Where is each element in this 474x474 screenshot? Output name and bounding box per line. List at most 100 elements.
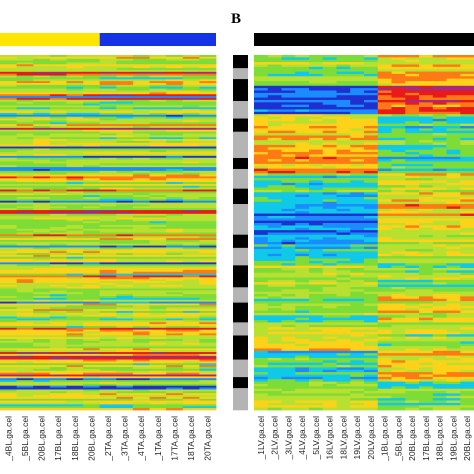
heatmap-cell: [132, 309, 150, 312]
heatmap-cell: [281, 220, 296, 224]
heatmap-cell: [446, 317, 461, 321]
heatmap-cell: [295, 90, 310, 94]
heatmap-cell: [49, 396, 67, 400]
heatmap-cell: [281, 59, 296, 63]
heatmap-cell: [33, 389, 51, 392]
heatmap-cell: [199, 236, 217, 239]
heatmap-cell: [99, 325, 117, 329]
heatmap-cell: [0, 241, 18, 245]
heatmap-cell: [99, 189, 117, 192]
heatmap-cell: [295, 64, 310, 68]
heatmap-cell: [405, 357, 420, 361]
heatmap-cell: [322, 365, 337, 368]
heatmap-cell: [446, 265, 461, 269]
heatmap-cell: [16, 75, 34, 78]
heatmap-cell: [182, 223, 200, 226]
heatmap-cell: [16, 55, 34, 58]
heatmap-cell: [295, 367, 310, 371]
heatmap-cell: [116, 327, 134, 331]
heatmap-cell: [281, 329, 296, 333]
heatmap-cell: [267, 369, 282, 373]
heatmap-cell: [199, 327, 217, 331]
heatmap-cell: [309, 398, 324, 401]
heatmap-cell: [166, 101, 184, 104]
heatmap-cell: [166, 383, 184, 387]
heatmap-cell: [16, 389, 34, 392]
heatmap-cell: [49, 178, 67, 181]
heatmap-cell: [0, 183, 18, 187]
heatmap-cell: [99, 101, 117, 104]
heatmap-cell: [182, 327, 200, 331]
heatmap-cell: [83, 75, 101, 78]
heatmap-cell: [322, 64, 337, 68]
heatmap-cell: [309, 277, 324, 281]
heatmap-cell: [309, 102, 324, 106]
heatmap-cell: [149, 170, 167, 174]
heatmap-cell: [405, 121, 420, 125]
heatmap-cell: [132, 109, 150, 112]
heatmap-cell: [16, 342, 34, 346]
heatmap-cell: [460, 360, 474, 364]
heatmap-cell: [336, 178, 351, 181]
heatmap-cell: [16, 251, 34, 254]
heatmap-cell: [166, 174, 184, 177]
heatmap-cell: [295, 180, 310, 184]
heatmap-cell: [460, 237, 474, 240]
heatmap-cell: [460, 253, 474, 257]
heatmap-cell: [0, 325, 18, 329]
heatmap-cell: [116, 331, 134, 334]
heatmap-cell: [83, 331, 101, 334]
heatmap-cell: [199, 64, 217, 67]
heatmap-cell: [419, 180, 434, 184]
heatmap-cell: [350, 296, 365, 300]
heatmap-cell: [267, 85, 282, 89]
heatmap-cell: [350, 55, 365, 58]
heatmap-cell: [182, 395, 200, 398]
heatmap-cell: [182, 310, 200, 314]
heatmap-cell: [0, 189, 18, 192]
heatmap-cell: [405, 388, 420, 392]
heatmap-cell: [0, 236, 18, 239]
heatmap-cell: [350, 372, 365, 375]
heatmap-cell: [405, 137, 420, 141]
heatmap-cell: [391, 372, 406, 375]
heatmap-cell: [336, 350, 351, 354]
heatmap-cell: [33, 292, 51, 295]
heatmap-cell: [66, 299, 84, 303]
heatmap-cell: [16, 215, 34, 218]
heatmap-cell: [281, 168, 296, 172]
heatmap-cell: [405, 284, 420, 288]
heatmap-cell: [267, 213, 282, 217]
heatmap-cell: [281, 407, 296, 411]
heatmap-cell: [391, 343, 406, 347]
heatmap-cell: [460, 88, 474, 91]
heatmap-cell: [33, 335, 51, 338]
heatmap-cell: [295, 95, 310, 98]
heatmap-cell: [405, 301, 420, 304]
heatmap-cell: [49, 101, 67, 104]
heatmap-cell: [309, 383, 324, 387]
heatmap-cell: [49, 398, 67, 402]
heatmap-cell: [295, 142, 310, 146]
heatmap-cell: [16, 404, 34, 407]
heatmap-cell: [132, 68, 150, 71]
heatmap-cell: [405, 123, 420, 127]
heatmap-cell: [99, 225, 117, 228]
heatmap-cell: [66, 60, 84, 63]
heatmap-cell: [281, 277, 296, 281]
heatmap-cell: [391, 232, 406, 236]
heatmap-cell: [166, 262, 184, 265]
heatmap-cell: [99, 249, 117, 252]
heatmap-cell: [350, 348, 365, 352]
heatmap-cell: [322, 55, 337, 58]
heatmap-cell: [405, 201, 420, 205]
heatmap-cell: [149, 77, 167, 80]
heatmap-cell: [49, 86, 67, 90]
heatmap-cell: [182, 154, 200, 157]
heatmap-cell: [432, 187, 447, 191]
heatmap-cell: [0, 230, 18, 233]
heatmap-cell: [391, 303, 406, 307]
heatmap-cell: [281, 137, 296, 141]
heatmap-cell: [281, 405, 296, 409]
heatmap-cell: [99, 294, 117, 297]
